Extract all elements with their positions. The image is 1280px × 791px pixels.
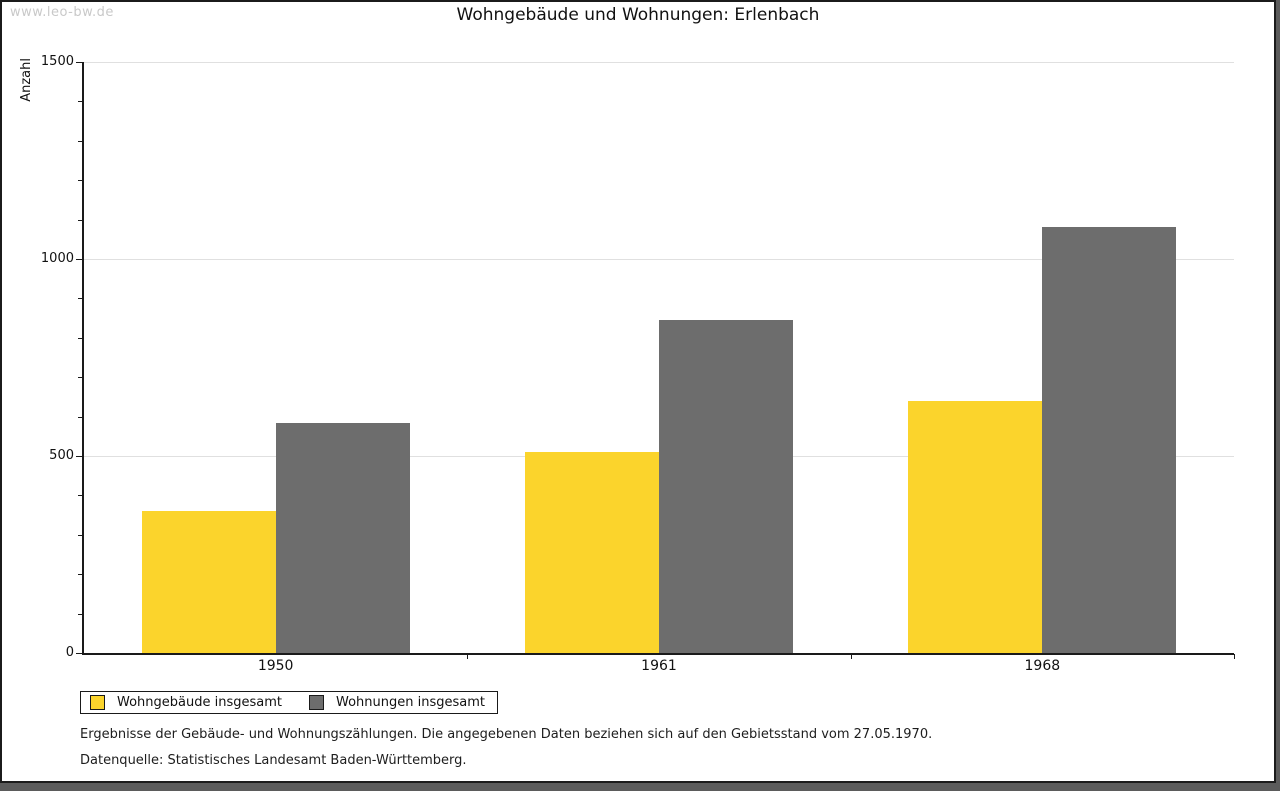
y-tick-1000 xyxy=(76,259,82,260)
legend-item-series0: Wohngebäude insgesamt xyxy=(90,695,282,710)
y-minor-tick-1200 xyxy=(78,180,82,182)
bar-1961-series0 xyxy=(525,452,659,653)
footer-note: Ergebnisse der Gebäude- und Wohnungszähl… xyxy=(80,727,933,742)
bar-1968-series1 xyxy=(1042,227,1177,653)
y-tick-label-0: 0 xyxy=(65,645,74,660)
y-minor-tick-100 xyxy=(78,613,82,615)
legend-swatch-series1 xyxy=(309,695,324,710)
x-axis xyxy=(82,653,1234,655)
chart-title: Wohngebäude und Wohnungen: Erlenbach xyxy=(456,5,820,25)
x-tick-1968 xyxy=(1234,654,1235,659)
footer-source: Datenquelle: Statistisches Landesamt Bad… xyxy=(80,753,467,768)
y-minor-tick-900 xyxy=(78,298,82,300)
gridline-1000 xyxy=(84,259,1234,260)
watermark: www.leo-bw.de xyxy=(10,5,114,20)
y-minor-tick-600 xyxy=(78,416,82,418)
y-tick-label-1500: 1500 xyxy=(40,54,74,69)
x-tick-1950 xyxy=(467,654,469,659)
x-label-1961: 1961 xyxy=(641,658,677,674)
x-label-1950: 1950 xyxy=(257,658,294,674)
y-tick-label-1000: 1000 xyxy=(40,251,74,266)
y-axis xyxy=(82,62,84,655)
legend-label-series0: Wohngebäude insgesamt xyxy=(117,695,282,710)
y-minor-tick-1100 xyxy=(78,219,82,221)
y-minor-tick-400 xyxy=(78,495,82,497)
legend-label-series1: Wohnungen insgesamt xyxy=(336,695,485,710)
y-minor-tick-800 xyxy=(78,337,82,339)
bar-1961-series1 xyxy=(659,320,793,653)
y-minor-tick-1400 xyxy=(78,101,82,103)
y-minor-tick-200 xyxy=(78,574,82,576)
x-label-1968: 1968 xyxy=(1024,658,1061,674)
legend: Wohngebäude insgesamt Wohnungen insgesamt xyxy=(80,691,498,714)
y-minor-tick-700 xyxy=(78,377,82,379)
y-tick-1500 xyxy=(76,62,82,63)
bar-1950-series1 xyxy=(275,422,410,653)
y-tick-500 xyxy=(76,456,82,457)
plot-area: 1950 1961 1968 0 500 1000 1500 xyxy=(2,2,1274,781)
legend-swatch-series0 xyxy=(90,695,105,710)
y-minor-tick-300 xyxy=(78,534,82,536)
bar-1968-series0 xyxy=(908,400,1043,653)
y-tick-label-500: 500 xyxy=(49,448,74,463)
y-tick-0 xyxy=(76,653,82,654)
legend-item-series1: Wohnungen insgesamt xyxy=(309,695,485,710)
gridline-1500 xyxy=(84,62,1234,63)
y-minor-tick-1300 xyxy=(78,140,82,142)
x-tick-1961 xyxy=(850,654,852,659)
bar-1950-series0 xyxy=(141,511,276,653)
